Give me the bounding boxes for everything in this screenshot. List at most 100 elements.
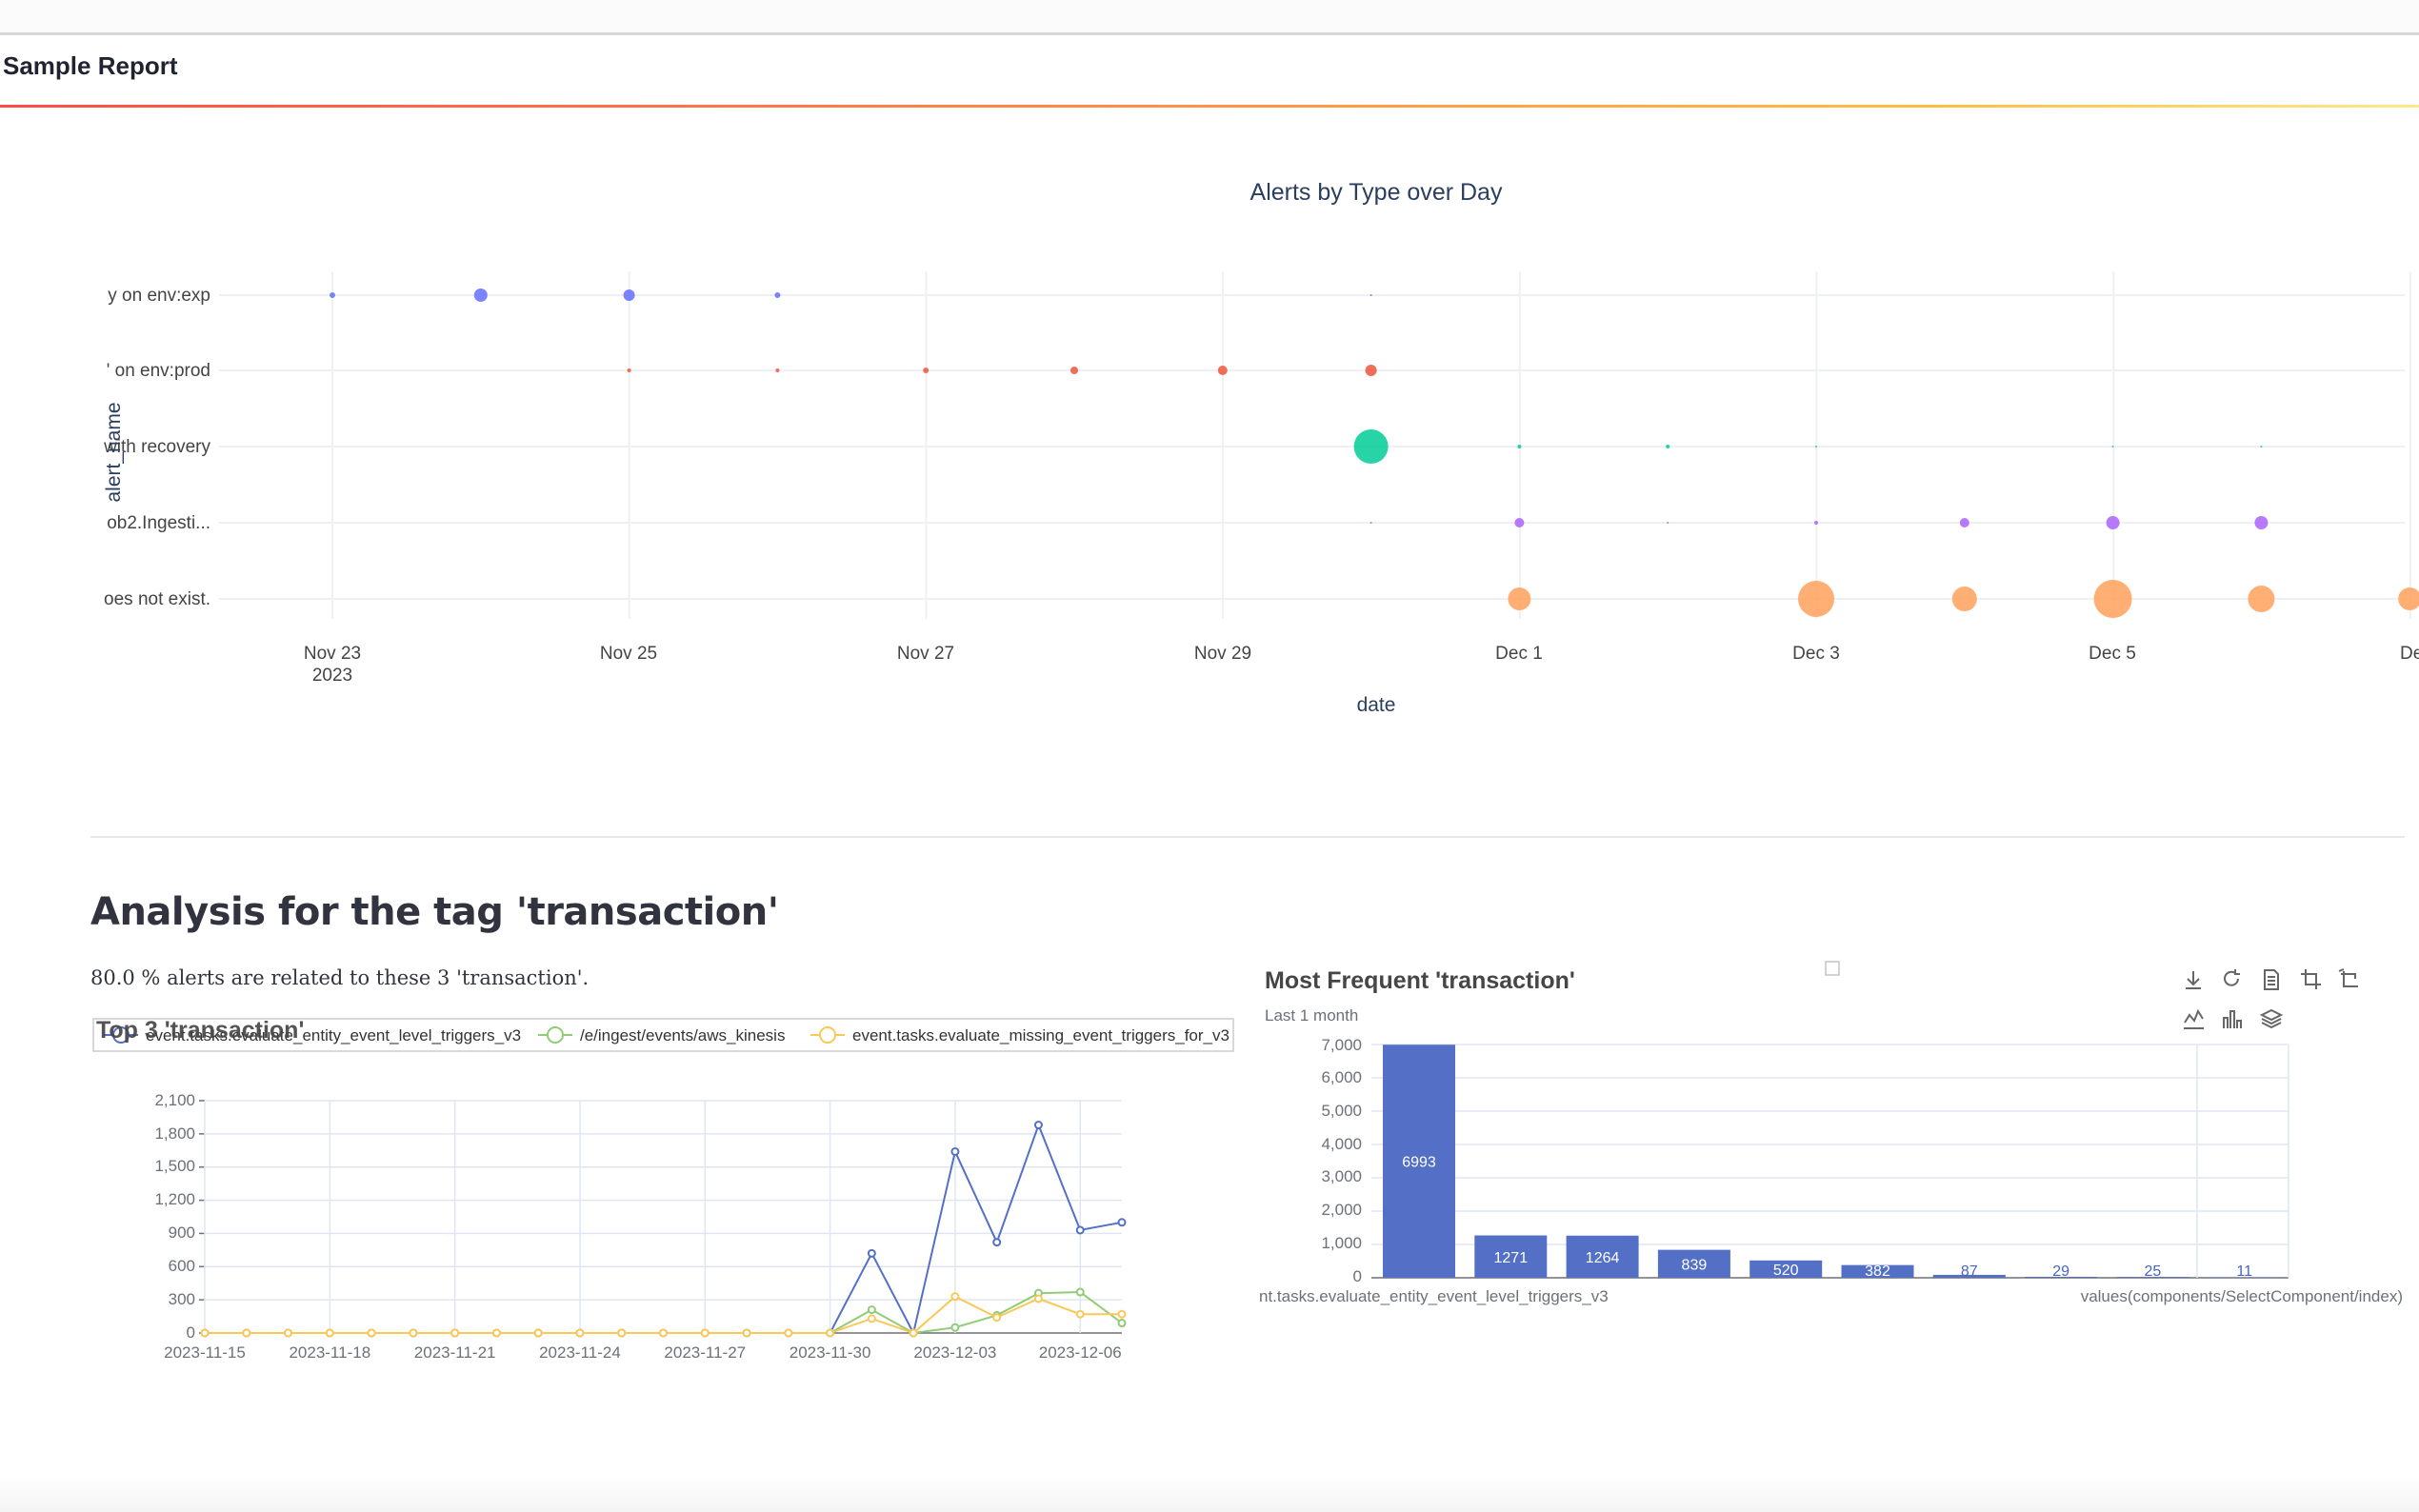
series-point (784, 1328, 793, 1338)
bar-data-label: 6993 (1402, 1155, 1436, 1171)
legend-label[interactable]: event.tasks.evaluate_entity_event_level_… (146, 1026, 521, 1044)
x-tick-label: Dec 5 (2089, 644, 2136, 664)
y-tick-label: 0 (1353, 1267, 1362, 1285)
bubble-point (774, 292, 781, 298)
bubble-point (1514, 518, 1525, 527)
series-point (200, 1328, 210, 1338)
series-point (450, 1328, 460, 1338)
series-point (867, 1314, 876, 1323)
x-axis-last-label: values(components/SelectComponent/index) (2081, 1287, 2403, 1305)
x-tick-label: 2023-11-24 (539, 1343, 621, 1362)
bubble-point (1667, 522, 1669, 524)
summary-text: 80.0 % alerts are related to these 3 'tr… (90, 966, 590, 989)
legend-label[interactable]: /e/ingest/events/aws_kinesis (580, 1026, 785, 1044)
bar[interactable] (2116, 1277, 2189, 1278)
y-tick-label: 4,000 (1321, 1135, 1362, 1153)
bar[interactable] (1383, 1044, 1455, 1278)
series-point (992, 1313, 1002, 1323)
alerts-bubble-chart: Alerts by Type over Day y on env:exp ' on… (0, 179, 2419, 716)
series-point (1075, 1309, 1085, 1319)
x-tick-label: 2023-11-15 (164, 1343, 246, 1362)
bar[interactable] (1932, 1274, 2006, 1278)
document-icon[interactable] (2264, 969, 2279, 990)
x-tick-label: Nov 25 (600, 644, 657, 664)
series-point (1033, 1121, 1043, 1130)
bubble-point (2254, 516, 2269, 529)
x-tick-label: 2023-12-03 (913, 1343, 996, 1362)
bubble-point (1959, 518, 1969, 527)
bar-data-label: 87 (1961, 1263, 1978, 1280)
series-line (205, 1295, 1122, 1335)
series-point (909, 1328, 918, 1338)
y-tick-label: with recovery (103, 437, 210, 457)
bar[interactable] (1657, 1249, 1730, 1278)
zoom-select-icon[interactable] (2301, 969, 2321, 989)
x-tick-label: Dec 3 (1792, 644, 1840, 664)
bar-data-label: 1264 (1586, 1250, 1620, 1266)
bubble-point (1814, 521, 1818, 525)
x-tick-label: Nov 29 (1194, 644, 1251, 664)
bar-data-label: 839 (1682, 1257, 1708, 1273)
bar-chart-icon[interactable] (2223, 1010, 2242, 1028)
legend-swatch[interactable] (547, 1026, 564, 1044)
bubble-point (1815, 446, 1817, 448)
browser-top-bar (0, 0, 2419, 35)
legend-swatch[interactable] (819, 1026, 836, 1044)
refresh-icon[interactable] (2224, 969, 2240, 986)
bar[interactable] (1474, 1235, 1548, 1278)
download-icon[interactable] (2186, 971, 2201, 989)
bar[interactable] (1749, 1260, 1823, 1278)
bar[interactable] (1841, 1264, 1914, 1278)
series-point (533, 1328, 543, 1338)
x-tick-label: 2023-11-27 (664, 1343, 746, 1362)
stack-icon[interactable] (2259, 1008, 2284, 1029)
series-point (367, 1328, 376, 1338)
y-tick-label: 600 (169, 1257, 195, 1275)
bubble-point (473, 288, 488, 302)
bubble-point (1666, 445, 1670, 448)
bar[interactable] (1566, 1235, 1639, 1278)
bubble-point (627, 368, 631, 372)
y-tick-label: 6,000 (1321, 1068, 1362, 1086)
x-tick-label: De (2400, 644, 2419, 664)
y-tick-label: 2,100 (154, 1091, 195, 1109)
series-point (242, 1328, 251, 1338)
bubble-point (2093, 580, 2132, 618)
bar-data-label: 11 (2236, 1263, 2252, 1280)
series-point (659, 1328, 668, 1338)
bar-data-label: 520 (1773, 1263, 1799, 1279)
bubble-point (2260, 446, 2263, 448)
series-point (826, 1328, 835, 1338)
bar[interactable] (2025, 1276, 2098, 1278)
series-point (284, 1328, 293, 1338)
y-tick-label: 1,000 (1321, 1234, 1362, 1252)
line-chart-icon[interactable] (2184, 1008, 2204, 1029)
zoom-reset-icon[interactable] (2338, 968, 2358, 987)
x-tick-label: 2023-11-18 (289, 1343, 370, 1362)
section-divider (90, 836, 2405, 838)
bar-data-label: 1271 (1494, 1250, 1529, 1266)
series-point (1117, 1309, 1127, 1319)
bubble-point (330, 292, 335, 298)
chart-title: Alerts by Type over Day (1250, 179, 1503, 206)
page-bottom (0, 1476, 2419, 1512)
bubble-point (1517, 445, 1522, 448)
x-tick-year: 2023 (312, 666, 352, 686)
series-point (617, 1328, 627, 1338)
legend-box (92, 1018, 1234, 1052)
y-axis-title: alert_name (103, 402, 125, 502)
legend-swatch[interactable] (112, 1026, 130, 1044)
y-tick-label: ob2.Ingesti... (107, 513, 210, 533)
y-tick-label: 3,000 (1321, 1167, 1362, 1185)
bubble-point (1798, 581, 1834, 617)
x-tick-label: 2023-11-30 (790, 1343, 871, 1362)
series-point (491, 1328, 501, 1338)
x-tick-label: Nov 27 (897, 644, 954, 664)
bubble-point (1951, 587, 1977, 611)
y-tick-label: oes not exist. (104, 589, 210, 609)
bubble-point (1353, 429, 1389, 464)
x-tick-label: Dec 1 (1495, 644, 1543, 664)
series-point (742, 1328, 751, 1338)
series-point (1117, 1319, 1127, 1328)
legend-label[interactable]: event.tasks.evaluate_missing_event_trigg… (852, 1026, 1229, 1044)
